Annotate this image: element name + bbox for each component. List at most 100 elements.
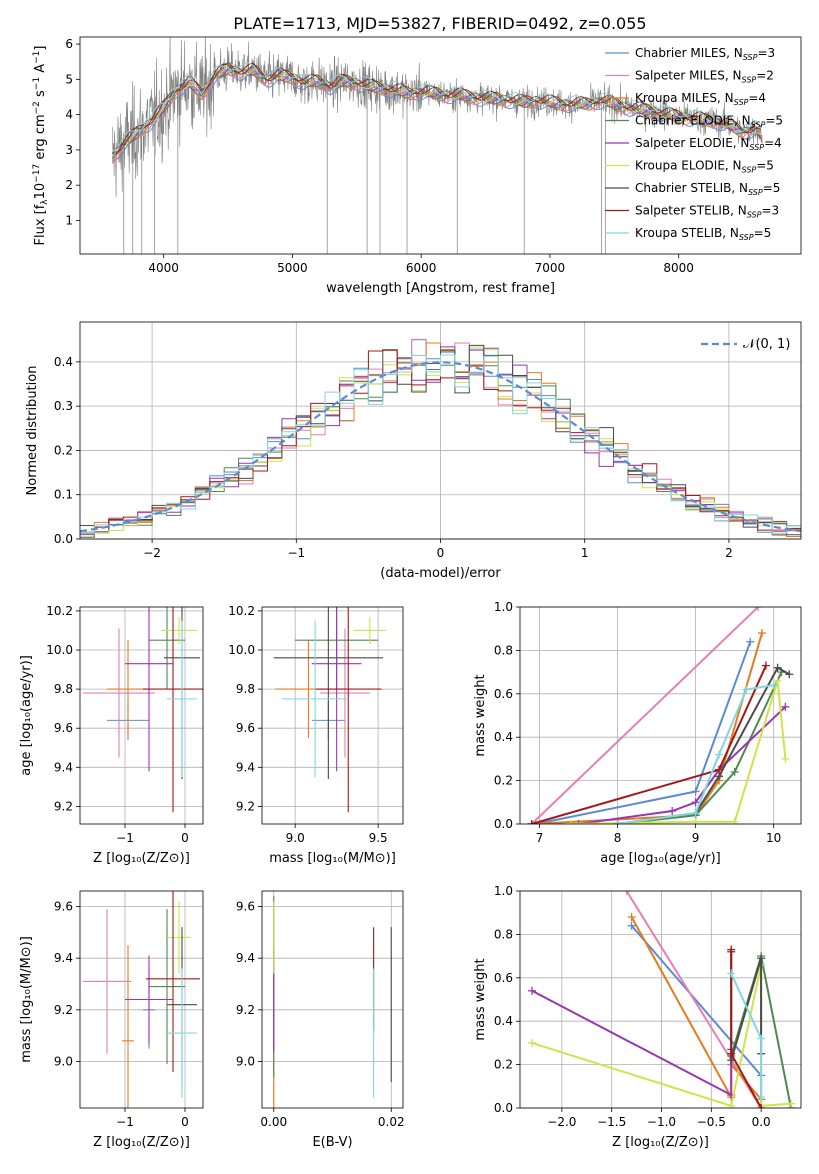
spectrum-ytick-label: 1 [65,213,73,227]
spectrum-frame [79,36,802,255]
spectrum-model-line [111,62,762,158]
mass-vs-EBV-ytick-label: 9.4 [236,951,255,965]
mass-vs-EBV-ytick-label: 9.2 [236,1003,255,1017]
mass-vs-EBV-points [273,896,392,1108]
legend-label-count: =4 [748,91,766,105]
mass-weight-vs-age-xtick-label: 10 [766,831,781,845]
age-vs-Z-xlabel: Z [log₁₀(Z/Z⊙)] [93,851,190,866]
legend-label-text: Salpeter ELODIE, N [635,136,749,150]
legend-label-count: =5 [754,226,772,240]
mass-vs-Z-xtick-label: 0 [181,1115,189,1129]
legend-label-count: =2 [756,69,774,83]
mass-weight-vs-Z-frame [519,890,802,1109]
mass-weight-vs-Z-xtick-label: 0.0 [752,1115,771,1129]
spectrum-ylabel-part: 10 [33,183,48,200]
spectrum-ytick-label: 5 [65,72,73,86]
mass-weight-vs-age-series-line [617,671,783,824]
mass-vs-Z-points [83,891,200,1108]
mass-weight-vs-Z-ytick-label: 0.6 [494,971,513,985]
age-vs-mass-ytick-label: 9.4 [236,760,255,774]
spectrum-ylabel-part: λ [40,199,50,205]
spectrum-ylabel: Flux [fλ10−17 erg cm−2 s−1 A−1] [32,46,50,246]
mass-weight-vs-Z-xtick-label: −1.5 [597,1115,626,1129]
age-vs-mass-xlabel: mass [log₁₀(M/M⊙)] [269,851,396,866]
mass-weight-vs-Z-ytick-label: 0.2 [494,1058,513,1072]
spectrum-ytick-label: 6 [65,37,73,51]
age-vs-mass-axes: 9.0 9.5 9.2 9.4 9.6 9.8 10.0 10.2 mass [log₁₀(M/… [228,604,403,866]
spectrum-legend-label: Kroupa STELIB, NSSP=5 [635,226,771,242]
residuals-legend-label: 𝒩(0, 1) [743,337,790,352]
mass-vs-EBV-xlabel: E(B-V) [312,1135,352,1150]
residuals-xtick-label: −1 [287,546,305,560]
mass-weight-vs-age-ylabel: mass weight [473,674,488,756]
mass-weight-vs-age-frame [519,606,802,825]
mass-weight-vs-Z-series [527,891,796,1108]
spectrum-ytick-label: 4 [65,108,73,122]
age-vs-Z-ytick-label: 9.2 [54,799,73,813]
spectrum-xtick-label: 6000 [406,261,437,275]
legend-label-sub: SSP [748,188,763,197]
age-vs-mass-ytick-label: 10.0 [228,643,255,657]
mass-vs-EBV-ytick-label: 9.6 [236,900,255,914]
spectrum-ylabel-part: −17 [32,164,42,183]
residuals-ylabel: Normed distribution [25,366,40,496]
age-vs-Z-ytick-label: 9.6 [54,721,73,735]
mass-weight-vs-age-series [527,607,794,824]
spectrum-legend-label: Chabrier ELODIE, NSSP=5 [635,114,783,130]
mass-vs-EBV-xtick-label: 0.00 [260,1115,287,1129]
legend-label-text: Chabrier ELODIE, N [635,114,751,128]
mass-weight-vs-age-series-line [531,607,759,824]
mass-vs-Z-ytick-label: 9.0 [54,1055,73,1069]
age-vs-Z-ytick-label: 10.0 [46,643,73,657]
spectrum-xtick-label: 5000 [277,261,308,275]
spectrum-ylabel-part: −1 [32,51,42,64]
mass-weight-vs-age-xtick-label: 7 [536,831,544,845]
residuals-histogram-step [80,349,801,535]
mass-weight-vs-age-ytick-label: 0.8 [494,643,513,657]
spectrum-xtick-label: 4000 [148,261,179,275]
age-vs-mass-ytick-label: 9.6 [236,721,255,735]
age-vs-mass-ytick-label: 10.2 [228,604,255,618]
mass-vs-EBV-xtick-label: 0.02 [378,1115,405,1129]
residuals-ytick-label: 0.3 [54,399,73,413]
mass-weight-vs-Z-xtick-label: −1.0 [647,1115,676,1129]
mass-weight-vs-Z-ytick-label: 0.4 [494,1014,513,1028]
age-vs-Z-frame [79,606,204,825]
mass-weight-vs-age-xtick-label: 9 [692,831,700,845]
mass-weight-vs-age-ytick-label: 0.4 [494,730,513,744]
spectrum-xlabel: wavelength [Angstrom, rest frame] [326,281,555,296]
mass-weight-vs-age-xtick-label: 8 [614,831,622,845]
mass-weight-vs-Z-ytick-label: 0.8 [494,927,513,941]
mass-weight-vs-age-xlabel: age [log₁₀(age/yr)] [600,851,721,866]
mass-vs-Z-ylabel: mass [log₁₀(M/M⊙)] [19,936,34,1063]
legend-label-text: Chabrier MILES, N [635,46,743,60]
age-vs-mass-frame [261,606,404,825]
mass-weight-vs-age-ytick-label: 0.2 [494,774,513,788]
mass-vs-EBV-ytick-label: 9.0 [236,1055,255,1069]
residuals-ytick-label: 0.4 [54,355,73,369]
age-vs-Z-xtick-label: 0 [181,831,189,845]
mass-weight-vs-age-ytick-label: 0.6 [494,687,513,701]
spectrum-traces [111,37,763,254]
mass-weight-vs-age-ytick-label: 1.0 [494,600,513,614]
figure-title: PLATE=1713, MJD=53827, FIBERID=0492, z=0… [233,14,646,33]
legend-label-count: =5 [765,114,783,128]
spectrum-ylabel-part: −1 [32,77,42,90]
spectrum-xtick-label: 7000 [535,261,566,275]
mass-weight-vs-Z-xtick-label: −0.5 [697,1115,726,1129]
spectrum-legend-label: Salpeter STELIB, NSSP=3 [635,204,779,220]
spectrum-ytick-label: 3 [65,143,73,157]
residuals-histogram-step [80,354,801,535]
legend-label-text: Kroupa MILES, N [635,91,734,105]
mass-vs-Z-xtick-label: −1 [116,1115,134,1129]
legend-label-text: Salpeter STELIB, N [635,204,747,218]
legend-label-count: =4 [764,136,782,150]
mass-weight-vs-age-ytick-label: 0.0 [494,817,513,831]
legend-label-sub: SSP [743,53,758,62]
spectrum-legend-label: Salpeter ELODIE, NSSP=4 [635,136,782,152]
mass-weight-vs-Z-ytick-label: 1.0 [494,884,513,898]
spectrum-axes: 4000 5000 6000 7000 8000 1 2 3 4 5 6 wavelength [An… [65,37,694,296]
